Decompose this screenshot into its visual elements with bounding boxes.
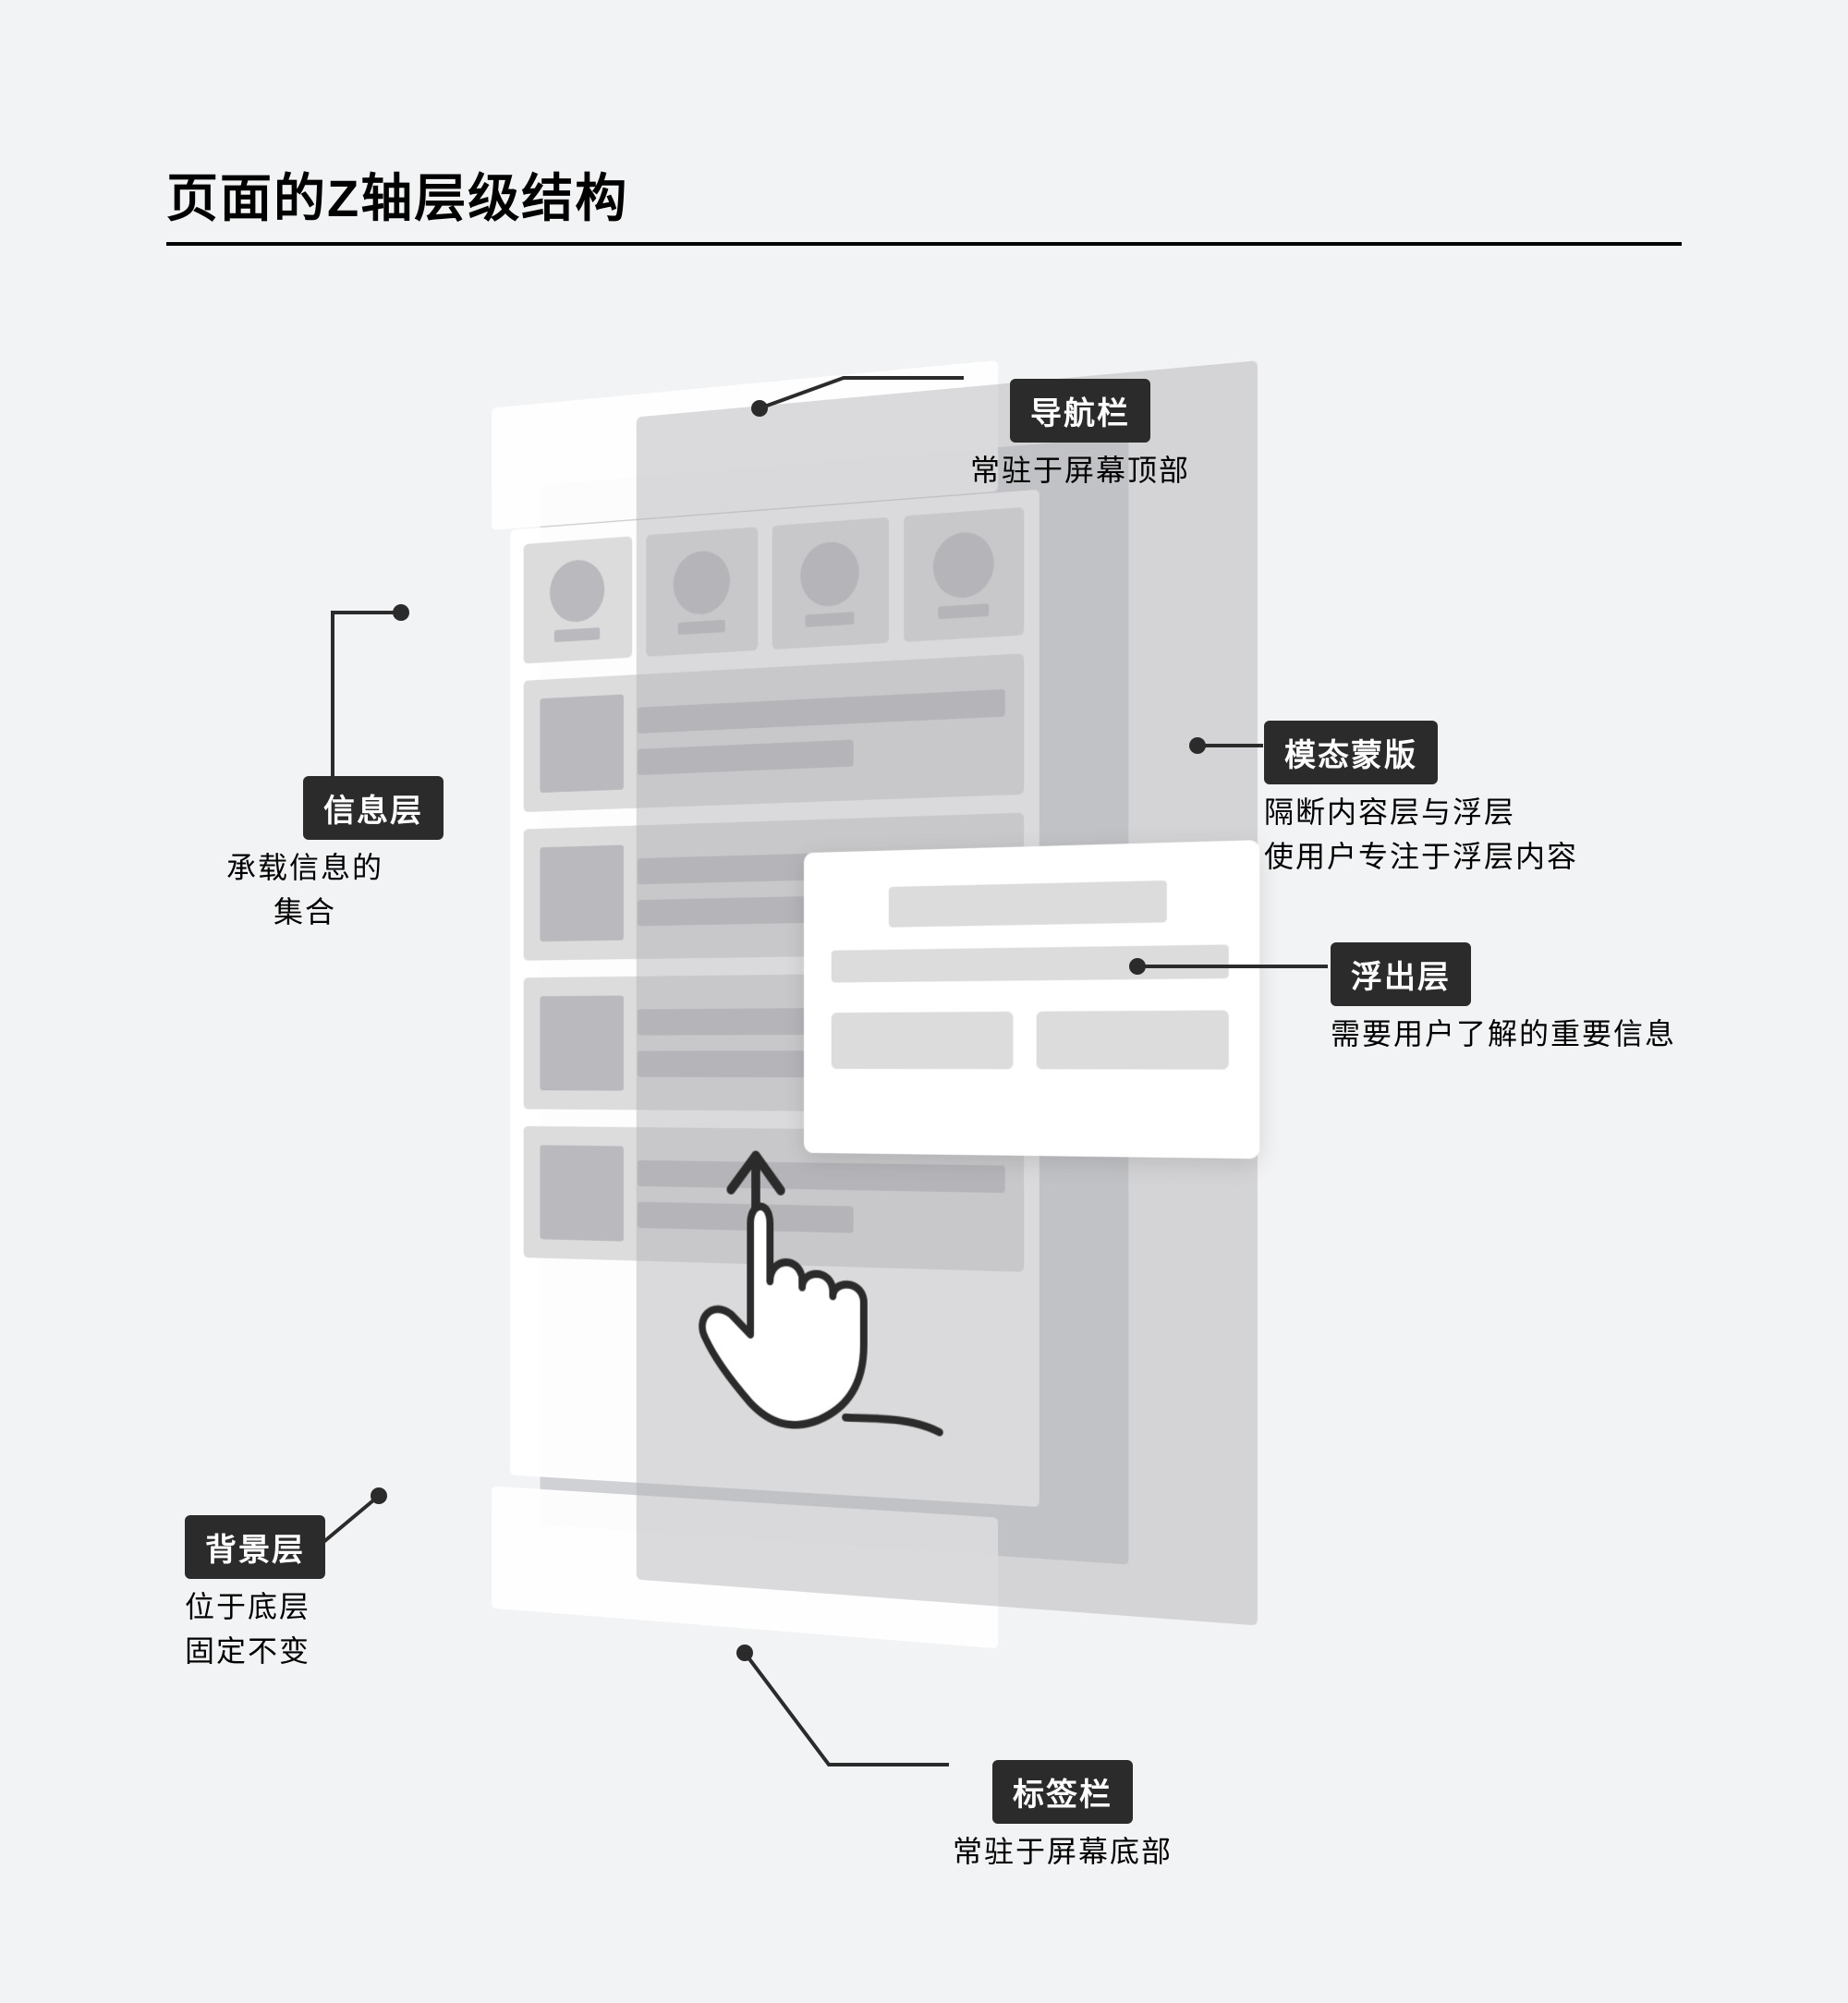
callout-bg-desc: 位于底层 固定不变: [185, 1584, 462, 1673]
page-title: 页面的Z轴层级结构: [166, 157, 628, 232]
title-underline: [166, 242, 1682, 246]
callout-info-layer: 信息层 承载信息的 集合: [166, 776, 444, 934]
float-buttons: [832, 1010, 1229, 1069]
float-button-placeholder: [832, 1012, 1014, 1069]
avatar-item: [524, 536, 632, 663]
layer-stack: [400, 376, 1033, 1614]
callout-float-title: 浮出层: [1331, 942, 1471, 1006]
float-body-placeholder: [832, 944, 1229, 982]
dot-modal-icon: [1189, 737, 1206, 754]
callout-navbar-desc: 常驻于屏幕顶部: [970, 448, 1190, 492]
callout-background-layer: 背景层 位于底层 固定不变: [185, 1515, 462, 1673]
callout-modal-desc: 隔断内容层与浮层 使用户专注于浮层内容: [1264, 790, 1578, 879]
navbar-layer: [492, 360, 998, 530]
callout-info-desc: 承载信息的 集合: [226, 845, 383, 934]
float-title-placeholder: [888, 880, 1166, 928]
callout-tab-title: 标签栏: [992, 1760, 1133, 1824]
float-layer: [804, 840, 1259, 1159]
callout-float-layer: 浮出层 需要用户了解的重要信息: [1331, 942, 1676, 1056]
dot-nav-icon: [751, 400, 768, 417]
callout-tabbar: 标签栏 常驻于屏幕底部: [878, 1760, 1247, 1874]
callout-bg-title: 背景层: [185, 1515, 325, 1579]
dot-info-icon: [393, 604, 409, 621]
float-button-placeholder: [1037, 1010, 1229, 1069]
callout-modal-title: 模态蒙版: [1264, 721, 1438, 784]
diagram-stage: 导航栏 常驻于屏幕顶部 信息层 承载信息的 集合 背景层 位于底层 固定不变 模…: [166, 351, 1682, 1922]
callout-navbar-title: 导航栏: [1010, 379, 1150, 443]
dot-tab-icon: [736, 1645, 753, 1661]
dot-bg-icon: [371, 1487, 387, 1504]
callout-tab-desc: 常驻于屏幕底部: [953, 1829, 1173, 1874]
dot-float-icon: [1129, 958, 1146, 975]
callout-navbar: 导航栏 常驻于屏幕顶部: [970, 379, 1190, 492]
callout-modal-overlay: 模态蒙版 隔断内容层与浮层 使用户专注于浮层内容: [1264, 721, 1578, 879]
callout-float-desc: 需要用户了解的重要信息: [1331, 1012, 1676, 1056]
tabbar-layer: [492, 1487, 998, 1649]
callout-info-title: 信息层: [303, 776, 444, 840]
